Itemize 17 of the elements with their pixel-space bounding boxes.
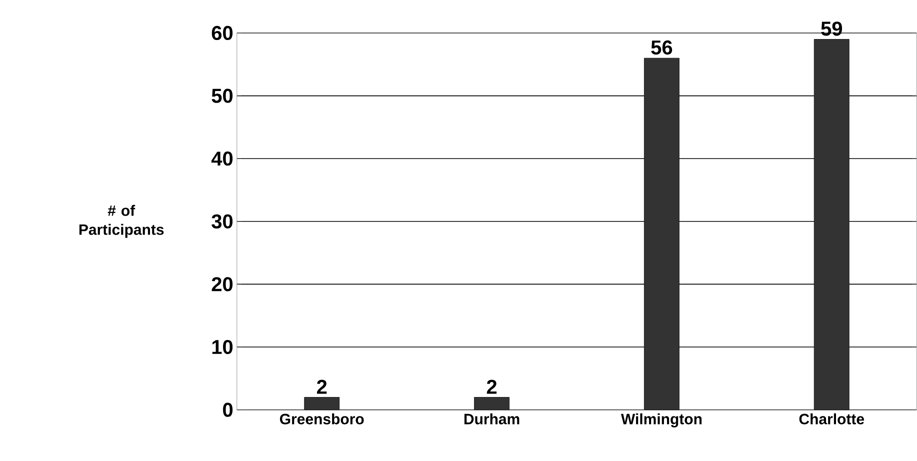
- data-label: 56: [651, 40, 672, 55]
- y-tick-label: 30: [212, 214, 233, 229]
- x-tick-label: Durham: [464, 413, 520, 424]
- y-axis-title: # of Participants: [79, 205, 164, 238]
- y-tick-label: 0: [223, 402, 233, 417]
- y-tick-label: 60: [212, 26, 233, 40]
- y-tick-label: 40: [211, 152, 233, 166]
- data-label: 2: [486, 380, 497, 394]
- x-tick-label: Greensboro: [280, 413, 364, 424]
- y-tick-label: 50: [212, 88, 233, 103]
- y-tick-label: 10: [212, 340, 233, 354]
- y-tick-label: 20: [212, 277, 233, 292]
- bar: [474, 397, 510, 410]
- x-tick-label: Charlotte: [799, 413, 864, 424]
- bar: [304, 397, 340, 410]
- data-label: 2: [316, 380, 327, 394]
- x-tick-label: Wilmington: [620, 413, 702, 428]
